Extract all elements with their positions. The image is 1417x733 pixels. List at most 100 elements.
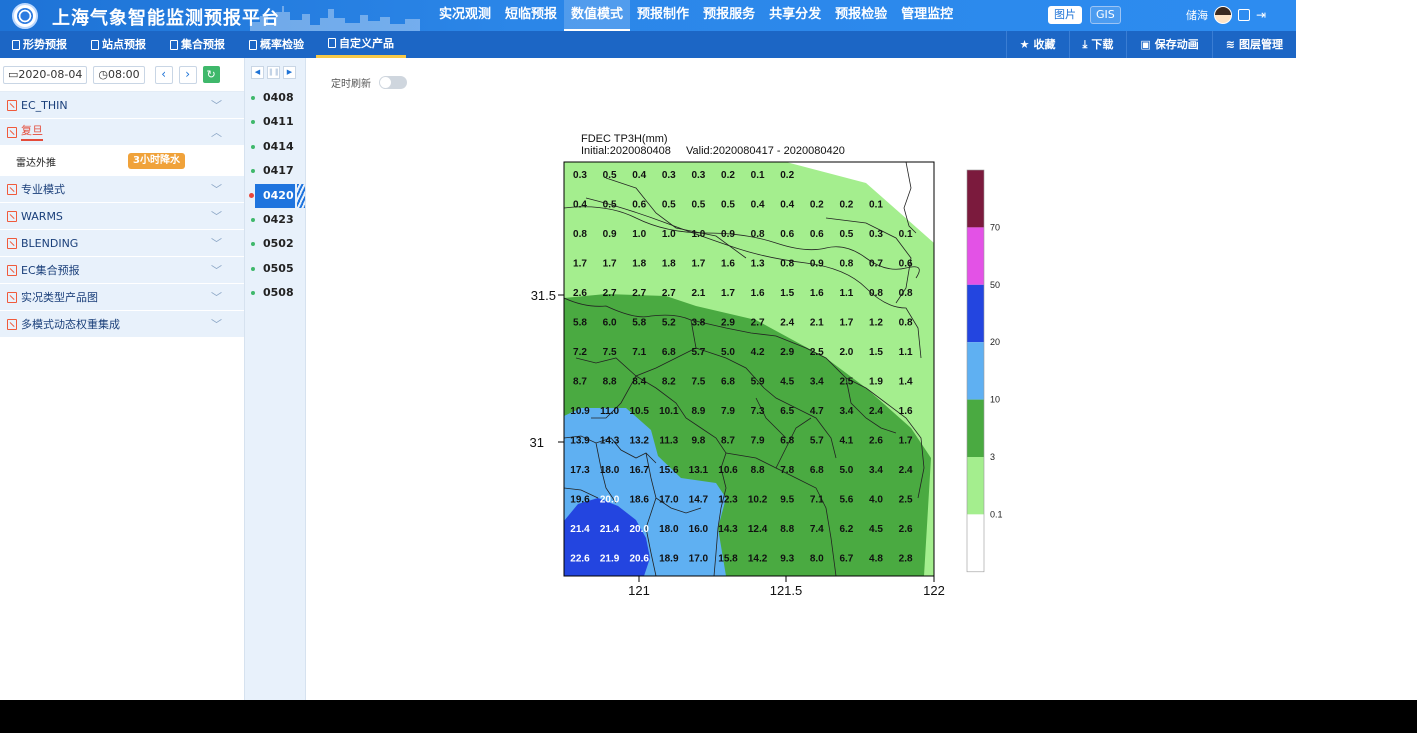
product-badge[interactable]: 3小时降水 [128, 153, 185, 169]
tab-custom-products[interactable]: 自定义产品 [316, 31, 406, 58]
menu-group[interactable]: 多模式动态权重集成 ﹀ [0, 311, 244, 338]
time-item[interactable]: 0423 [245, 208, 305, 232]
prev-time-button[interactable]: ‹ [154, 65, 173, 84]
time-item[interactable]: 0502 [245, 232, 305, 256]
grid-value: 1.7 [899, 436, 913, 447]
date-bar: ▭2020-08-04 ◷08:00 ‹ › ↻ [0, 58, 244, 92]
skyline-decoration [250, 6, 420, 31]
legend-label: 3 [990, 452, 995, 462]
date-picker[interactable]: ▭2020-08-04 [3, 65, 88, 84]
grid-value: 0.1 [899, 229, 913, 240]
nav-item-forecast-making[interactable]: 预报制作 [637, 7, 690, 22]
view-gis-button[interactable]: GIS [1090, 6, 1121, 24]
submenu-item-label: 雷达外推 [16, 157, 56, 169]
grid-value: 0.4 [573, 200, 587, 211]
save-animation-label: 保存动画 [1154, 38, 1199, 51]
grid-value: 1.4 [899, 377, 913, 388]
menu-group[interactable]: WARMS ﹀ [0, 203, 244, 230]
grid-value: 2.0 [839, 347, 853, 358]
download-button[interactable]: ⤓ 下载 [1068, 31, 1127, 58]
menu-group[interactable]: 专业模式 ﹀ [0, 176, 244, 203]
time-item[interactable]: 0505 [245, 257, 305, 281]
save-animation-button[interactable]: ▣ 保存动画 [1126, 31, 1211, 58]
nav-item-forecast-verification[interactable]: 预报检验 [835, 7, 888, 22]
grid-value: 16.7 [629, 465, 649, 476]
chevron-up-icon: ︿ [211, 126, 222, 139]
auto-refresh-switch[interactable] [379, 76, 407, 89]
nav-item-nowcast[interactable]: 短临预报 [505, 7, 558, 22]
right-blank-area [1296, 0, 1417, 700]
time-item[interactable]: 0411 [245, 110, 305, 134]
nav-item-share-distribute[interactable]: 共享分发 [769, 7, 822, 22]
play-forward-button[interactable]: ▶ [283, 65, 296, 79]
chart-icon [7, 99, 17, 111]
time-item[interactable]: 0420 [249, 183, 305, 208]
grid-value: 0.3 [662, 170, 676, 181]
nav-item-numerical-model[interactable]: 数值模式 [564, 0, 631, 31]
app-title: 上海气象智能监测预报平台 [52, 8, 280, 29]
tab-label: 自定义产品 [339, 36, 394, 50]
legend-label: 70 [990, 222, 1000, 232]
favorite-button[interactable]: ★ 收藏 [1005, 31, 1069, 58]
grid-value: 6.2 [839, 524, 853, 535]
grid-value: 17.3 [570, 465, 590, 476]
submenu-item[interactable]: 雷达外推 3小时降水 [0, 146, 244, 176]
menu-group[interactable]: EC_THIN ﹀ [0, 92, 244, 119]
view-image-button[interactable]: 图片 [1048, 6, 1082, 24]
refresh-button[interactable]: ↻ [202, 66, 220, 83]
time-item[interactable]: 0408 [245, 86, 305, 110]
grid-value: 0.8 [869, 288, 883, 299]
pause-button[interactable]: ❚❚ [267, 65, 280, 79]
tab-ensemble-forecast[interactable]: 集合预报 [158, 31, 237, 58]
play-back-button[interactable]: ◀ [251, 65, 264, 79]
grid-value: 20.0 [629, 524, 649, 535]
layer-management-button[interactable]: ≋ 图层管理 [1211, 31, 1296, 58]
grid-value: 9.3 [780, 554, 794, 565]
legend-swatch [967, 170, 984, 228]
time-item[interactable]: 0417 [245, 159, 305, 183]
grid-value: 8.0 [810, 554, 824, 565]
grid-value: 1.9 [869, 377, 883, 388]
app-window: 上海气象智能监测预报平台 实况观测 短临预报 数值模式 预报制作 预报服务 共享… [0, 0, 1296, 700]
tab-probability-verification[interactable]: 概率检验 [237, 31, 316, 58]
main-content: 定时刷新 FDEC TP3H(mm) Initial:2020080408 Va… [306, 58, 1296, 700]
nav-item-observation[interactable]: 实况观测 [439, 7, 492, 22]
grid-value: 4.8 [869, 554, 883, 565]
grid-value: 2.4 [899, 465, 913, 476]
menu-group-label: EC集合预报 [21, 263, 80, 277]
fullscreen-icon[interactable] [1238, 9, 1250, 21]
logout-icon[interactable]: ⇥ [1256, 8, 1267, 22]
grid-value: 1.6 [899, 406, 913, 417]
grid-value: 0.4 [632, 170, 646, 181]
grid-value: 14.3 [718, 524, 738, 535]
sub-toolbar: 形势预报 站点预报 集合预报 概率检验 自定义产品 ★ 收藏 ⤓ 下载 ▣ 保存动画 … [0, 31, 1296, 58]
menu-group[interactable]: 复旦 ︿ [0, 119, 244, 146]
chart-icon [7, 264, 17, 276]
map-title: FDEC TP3H(mm) [581, 133, 668, 145]
boundary-lines [564, 162, 925, 576]
chart-icon [7, 210, 17, 222]
nav-item-management[interactable]: 管理监控 [901, 7, 954, 22]
grid-value: 1.6 [810, 288, 824, 299]
time-picker[interactable]: ◷08:00 [93, 65, 145, 84]
grid-value: 18.6 [629, 495, 649, 506]
grid-value: 1.1 [839, 288, 853, 299]
chevron-down-icon: ﹀ [211, 318, 222, 331]
menu-group[interactable]: BLENDING ﹀ [0, 230, 244, 257]
tab-situation-forecast[interactable]: 形势预报 [0, 31, 79, 58]
legend-swatch [967, 227, 984, 285]
next-time-button[interactable]: › [178, 65, 197, 84]
layer-management-label: 图层管理 [1239, 38, 1283, 51]
nav-item-forecast-service[interactable]: 预报服务 [703, 7, 756, 22]
grid-value: 1.0 [662, 229, 676, 240]
grid-value: 0.1 [869, 200, 883, 211]
avatar[interactable] [1214, 6, 1232, 24]
time-item[interactable]: 0508 [245, 281, 305, 305]
tab-station-forecast[interactable]: 站点预报 [79, 31, 158, 58]
menu-group[interactable]: 实况类型产品图 ﹀ [0, 284, 244, 311]
document-icon [91, 39, 99, 50]
grid-value: 8.8 [603, 377, 617, 388]
menu-group[interactable]: EC集合预报 ﹀ [0, 257, 244, 284]
time-item[interactable]: 0414 [245, 135, 305, 159]
auto-refresh: 定时刷新 [331, 75, 407, 90]
